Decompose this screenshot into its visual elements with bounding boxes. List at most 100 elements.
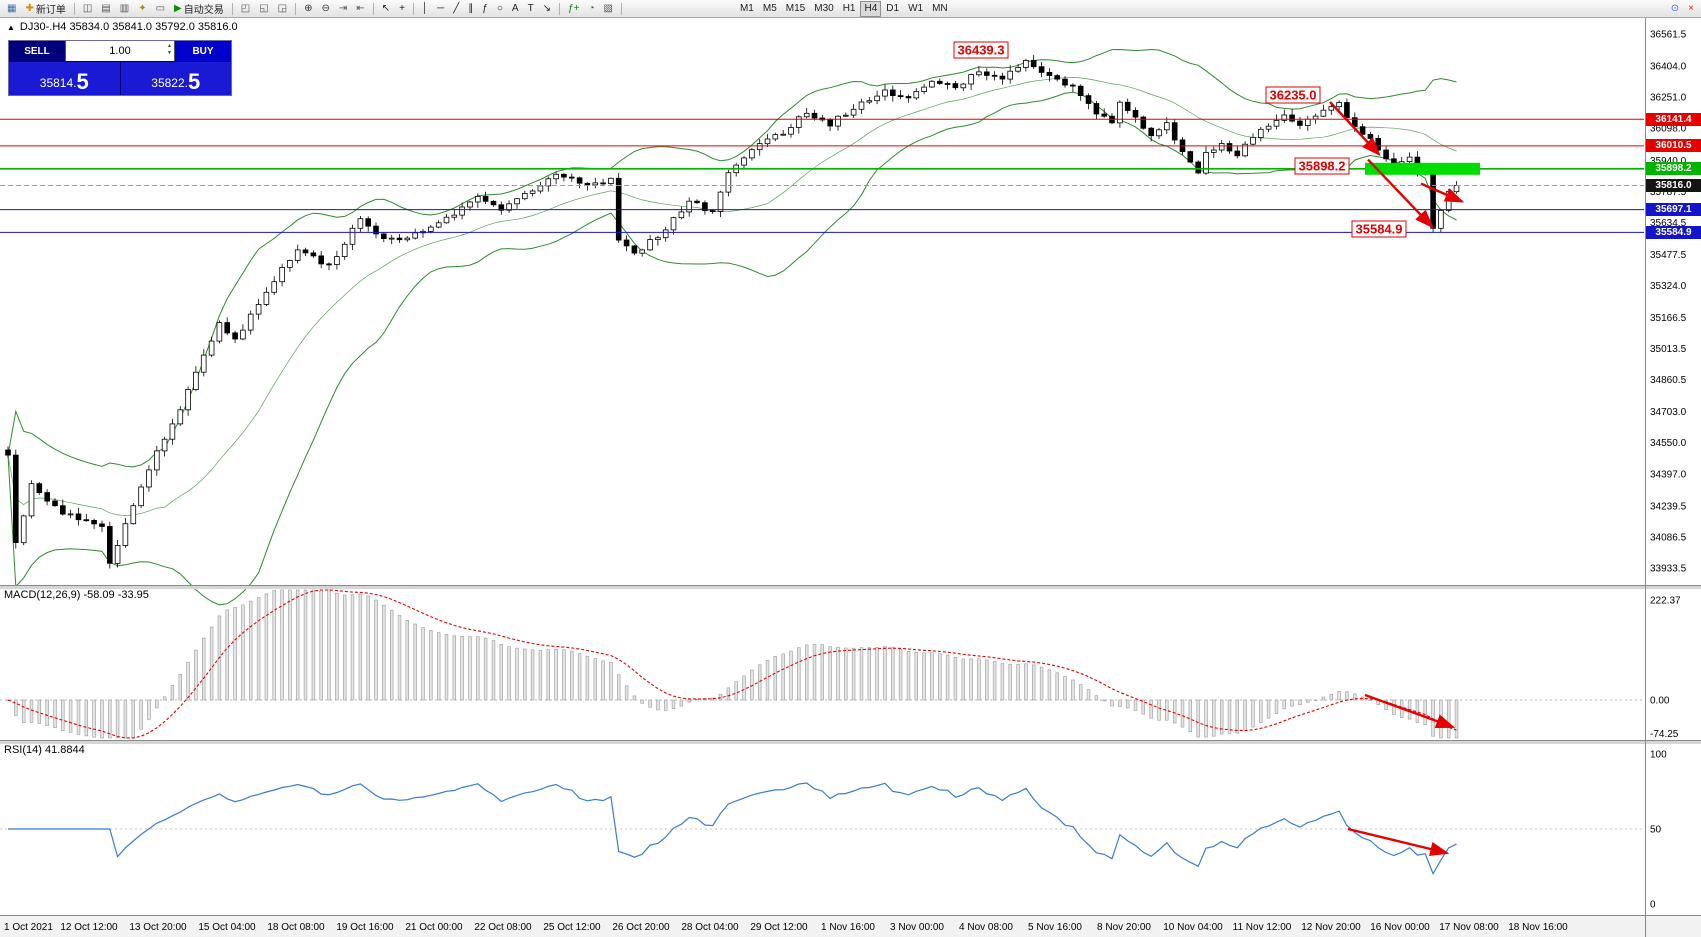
svg-text:21 Oct 00:00: 21 Oct 00:00 [405,922,463,933]
trend-arrow[interactable] [1420,182,1465,203]
chart-profiles-button[interactable]: ◫ [79,1,96,17]
macd-panel: 222.37 0.00 -74.25 [0,589,1681,740]
svg-text:8 Nov 20:00: 8 Nov 20:00 [1097,922,1151,933]
chart-shift-button[interactable]: ⇤ [352,1,368,17]
terminal-button[interactable]: ▭ [152,1,169,17]
vertical-line-button[interactable]: │ [418,1,432,17]
close-button[interactable]: × [1684,1,1698,17]
text-button[interactable]: A [508,1,523,17]
macd-trend-arrow[interactable] [1364,693,1456,729]
svg-text:36251.0: 36251.0 [1650,93,1687,104]
svg-text:19 Oct 16:00: 19 Oct 16:00 [336,922,394,933]
new-order-icon: ✚ [25,2,34,14]
volume-field[interactable]: 1.00 ▲ ▼ [65,41,175,61]
timeframe-h1-button[interactable]: H1 [839,1,860,17]
toolbar-separator [372,2,374,15]
chart-ohlc-readout: ▲ DJ30-.H4 35834.0 35841.0 35792.0 35816… [7,21,238,33]
macd-signal-line [7,589,1457,739]
timeframe-m5-button[interactable]: M5 [759,1,781,17]
svg-text:34086.5: 34086.5 [1650,532,1687,543]
zoom-in-button[interactable]: ⊕ [300,1,316,17]
svg-text:-74.25: -74.25 [1650,729,1679,740]
timeframe-m15-button-label: M15 [785,3,806,14]
svg-text:50: 50 [1650,825,1662,836]
file-group: ▦ ✚ 新订单 [3,1,70,17]
market-watch-button[interactable]: ▤ [97,1,114,17]
indicators-button[interactable]: ƒ+ [564,1,583,17]
svg-text:33933.5: 33933.5 [1650,564,1687,575]
tile-windows-button[interactable]: ◰ [237,1,254,17]
arrange-windows-button[interactable]: ◲ [274,1,291,17]
channel-button[interactable]: ∥ [464,1,477,17]
symbol-ohlc-text: DJ30-.H4 35834.0 35841.0 35792.0 35816.0 [19,21,238,33]
cursor-button[interactable]: ↖ [378,1,394,17]
buy-button[interactable]: BUY [175,41,231,61]
volume-down-icon[interactable]: ▼ [167,50,172,56]
shapes-icon: ○ [496,2,503,14]
sell-price-main: 35814. [39,75,77,90]
zoom-in-icon: ⊕ [304,2,313,14]
price-axis: 36561.5 36404.0 36251.0 36098.0 35940.0 35787… [1650,30,1687,575]
horizontal-line-button[interactable]: ─ [433,1,448,17]
auto-scroll-button[interactable]: ⇥ [335,1,351,17]
volume-up-icon[interactable]: ▲ [167,43,172,49]
toolbar-separator [295,2,297,15]
timeframe-mn-button[interactable]: MN [928,1,952,17]
navigator-button[interactable]: ✦ [134,1,150,17]
trendline-button[interactable]: ╱ [449,1,463,17]
toolbar-separator [620,2,622,15]
highlight-zone[interactable] [1365,162,1480,175]
search-button[interactable]: ⊙ [1667,1,1683,17]
volume-value: 1.00 [109,45,131,57]
autotrading-button-label: 自动交易 [183,5,224,16]
periods-button[interactable]: ◔ [584,1,598,17]
autotrading-button[interactable]: ▶ 自动交易 [170,1,228,17]
svg-text:35477.5: 35477.5 [1650,250,1687,261]
svg-text:4 Nov 08:00: 4 Nov 08:00 [959,922,1013,933]
timeframe-m30-button[interactable]: M30 [810,1,837,17]
templates-button[interactable]: ▧ [600,1,617,17]
label-button[interactable]: T [524,1,538,17]
data-window-button[interactable]: ▥ [116,1,133,17]
new-order-button[interactable]: ✚ 新订单 [21,1,69,17]
cursor-group: ↖ + [378,1,409,17]
timeframe-m5-button-label: M5 [762,3,777,14]
trend-arrow[interactable] [1329,101,1381,157]
close-icon: × [1688,2,1694,14]
rsi-label: RSI(14) 41.8844 [4,744,85,756]
shapes-button[interactable]: ○ [493,1,507,17]
rsi-trend-arrow[interactable] [1347,827,1450,857]
sell-button[interactable]: SELL [9,41,65,61]
svg-text:35324.0: 35324.0 [1650,281,1687,292]
svg-text:12 Nov 20:00: 12 Nov 20:00 [1301,922,1361,933]
zoom-out-button[interactable]: ⊖ [318,1,334,17]
tile-windows-icon: ◰ [240,2,251,14]
timeframe-h4-button[interactable]: H4 [860,0,882,17]
bollinger-upper-band [7,48,1457,468]
trade-panel-header: SELL 1.00 ▲ ▼ BUY [9,41,231,61]
cascade-windows-button[interactable]: ◱ [255,1,272,17]
buy-price-main: 35822. [151,75,188,90]
arrows-button[interactable]: ↘ [539,1,555,17]
fib-button[interactable]: ƒ [478,1,492,17]
timeframe-m1-button[interactable]: M1 [736,1,758,17]
crosshair-button[interactable]: + [395,1,409,17]
candlestick-series [5,54,1460,569]
time-axis-strip [0,916,1701,937]
volume-spinner[interactable]: ▲ ▼ [167,43,172,57]
timeframe-d1-button[interactable]: D1 [882,1,903,17]
trend-arrow[interactable] [1367,158,1434,229]
panel-separators [0,18,1701,937]
timeframe-m15-button[interactable]: M15 [782,1,809,17]
buy-price-button[interactable]: 35822. 5 [120,62,231,95]
sell-price-big: 5 [76,69,89,94]
svg-text:0.00: 0.00 [1650,696,1670,707]
fibonacci-icon: ƒ [482,2,488,14]
rsi-panel: 100 50 0 [0,750,1667,911]
svg-text:10 Nov 04:00: 10 Nov 04:00 [1163,922,1223,933]
svg-text:35787.5: 35787.5 [1650,187,1687,198]
new-chart-button[interactable]: ▦ [3,1,20,17]
timeframe-w1-button[interactable]: W1 [904,1,927,17]
sell-price-button[interactable]: 35814. 5 [9,62,120,95]
